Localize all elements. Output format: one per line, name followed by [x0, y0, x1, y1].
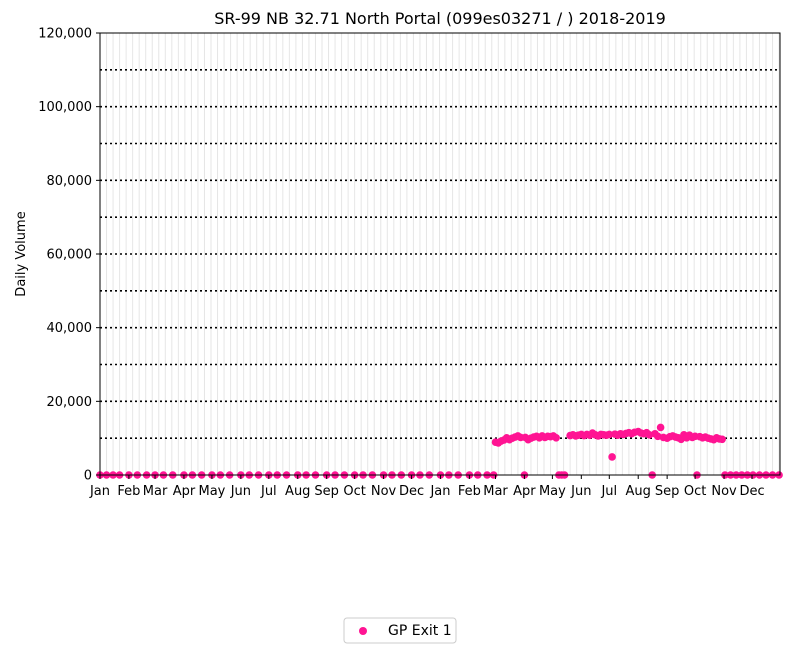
x-tick-label: Jul [260, 484, 277, 499]
y-tick-label: 80,000 [47, 174, 93, 189]
y-axis-ticks: 0 20,000 40,000 60,000 80,000 100,000 120,000 [38, 27, 100, 484]
x-tick-label: Nov [711, 484, 737, 499]
x-tick-label: Dec [739, 484, 764, 499]
x-tick-label: Oct [343, 484, 365, 499]
y-tick-label: 120,000 [38, 27, 92, 42]
data-point [656, 423, 665, 432]
legend-marker [359, 627, 367, 635]
x-tick-label: Aug [626, 484, 651, 499]
x-axis-ticks: Jan Feb Mar Apr May Jun Jul Aug Sep Oct Nov Dec Jan F… [89, 475, 765, 499]
x-tick-label: Jan [89, 484, 110, 499]
legend: GP Exit 1 [343, 617, 457, 644]
x-tick-label: Sep [655, 484, 680, 499]
x-tick-label: Apr [513, 484, 536, 499]
legend-label: GP Exit 1 [388, 623, 452, 639]
x-tick-label: Jun [570, 484, 591, 499]
x-tick-label: Mar [483, 484, 508, 499]
y-tick-label: 20,000 [47, 395, 93, 410]
x-tick-label: Jul [600, 484, 617, 499]
x-tick-label: Dec [399, 484, 424, 499]
legend-box [343, 617, 457, 644]
x-tick-label: Jan [429, 484, 450, 499]
x-tick-label: Mar [143, 484, 168, 499]
x-tick-label: Oct [684, 484, 706, 499]
y-tick-label: 40,000 [47, 321, 93, 336]
y-tick-label: 60,000 [47, 248, 93, 263]
data-point [552, 433, 560, 442]
y-axis-label: Daily Volume [14, 211, 29, 296]
x-tick-label: Apr [173, 484, 196, 499]
x-tick-label: May [539, 484, 566, 499]
data-point [605, 430, 614, 439]
x-tick-label: Sep [314, 484, 339, 499]
y-tick-label: 100,000 [38, 100, 92, 115]
x-tick-label: Feb [458, 484, 481, 499]
chart-title: SR-99 NB 32.71 North Portal (099es03271 … [214, 9, 666, 28]
x-tick-label: May [198, 484, 225, 499]
y-tick-label: 0 [84, 469, 92, 484]
x-tick-label: Aug [285, 484, 310, 499]
x-tick-label: Feb [117, 484, 140, 499]
y-gridlines [100, 69, 780, 439]
data-point [608, 453, 616, 461]
data-point [718, 435, 726, 444]
x-tick-label: Jun [230, 484, 251, 499]
x-tick-label: Nov [371, 484, 397, 499]
